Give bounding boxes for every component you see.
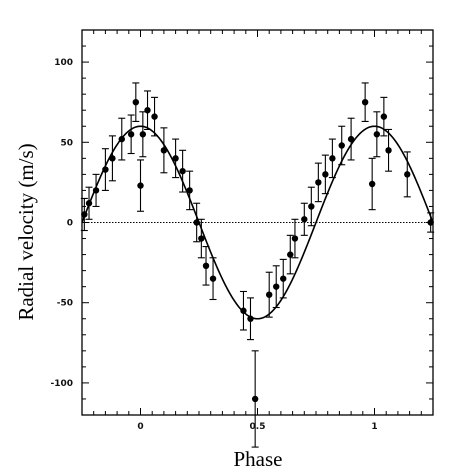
- data-point: [300, 202, 308, 236]
- data-point: [328, 138, 336, 179]
- data-marker: [287, 251, 294, 258]
- data-marker: [92, 187, 100, 194]
- data-point: [272, 265, 280, 309]
- data-marker: [144, 107, 151, 114]
- data-marker: [380, 113, 388, 120]
- y-tick-label: 100: [54, 58, 73, 68]
- y-tick-label: 50: [60, 138, 73, 148]
- data-point: [172, 138, 180, 179]
- data-point: [251, 350, 259, 448]
- data-marker: [109, 155, 116, 162]
- data-marker: [280, 275, 287, 282]
- data-point: [385, 128, 393, 172]
- data-marker: [361, 98, 369, 106]
- data-marker: [186, 187, 193, 194]
- data-marker: [240, 307, 247, 314]
- data-point: [380, 96, 388, 137]
- data-point: [92, 173, 100, 208]
- data-point: [427, 212, 435, 233]
- data-point: [202, 246, 210, 286]
- data-marker: [385, 147, 392, 154]
- data-point: [291, 218, 299, 259]
- data-point: [127, 114, 135, 155]
- data-marker: [151, 113, 158, 120]
- data-point: [209, 257, 217, 301]
- y-tick-label: -100: [50, 379, 73, 389]
- data-marker: [179, 167, 186, 175]
- data-marker: [373, 131, 381, 138]
- y-tick-label: -50: [57, 299, 73, 309]
- data-marker: [404, 171, 411, 178]
- data-point: [108, 135, 116, 182]
- data-marker: [427, 219, 434, 226]
- data-point: [265, 271, 273, 318]
- data-marker: [198, 235, 205, 242]
- data-marker: [193, 219, 200, 226]
- data-point: [338, 125, 346, 166]
- data-point: [151, 96, 159, 137]
- y-tick-labels: 100 50 0 -50 -100: [50, 58, 73, 389]
- data-point: [144, 90, 152, 131]
- data-point: [368, 157, 376, 211]
- data-point: [246, 297, 254, 341]
- fit-curve: [81, 125, 434, 320]
- y-axis-title: Radial velocity (m/s): [14, 143, 38, 320]
- data-marker: [85, 200, 93, 207]
- data-point: [321, 154, 329, 195]
- data-marker: [251, 395, 259, 403]
- data-point: [137, 159, 144, 212]
- x-tick-labels: 0 0.5 1: [137, 422, 377, 432]
- data-marker: [139, 131, 147, 138]
- data-marker: [247, 315, 254, 322]
- data-marker: [202, 262, 210, 270]
- data-marker: [118, 135, 125, 143]
- data-point: [314, 162, 322, 203]
- data-marker: [209, 275, 217, 282]
- data-point: [197, 218, 205, 259]
- data-marker: [329, 155, 336, 162]
- data-marker: [315, 179, 322, 186]
- data-point: [118, 117, 126, 161]
- x-tick-label: 0: [137, 422, 143, 432]
- data-point: [279, 258, 287, 299]
- data-point: [403, 151, 411, 198]
- data-point: [193, 202, 201, 243]
- data-point: [160, 127, 168, 174]
- data-marker: [291, 235, 299, 242]
- data-marker: [308, 203, 315, 210]
- data-point: [179, 149, 187, 193]
- x-axis-title: Phase: [234, 447, 283, 471]
- data-marker: [81, 211, 88, 218]
- data-marker: [160, 147, 168, 154]
- data-point: [139, 111, 147, 158]
- data-marker: [338, 142, 345, 149]
- data-point: [361, 82, 369, 122]
- x-tick-label: 0.5: [250, 422, 266, 432]
- data-point: [101, 148, 109, 191]
- y-tick-label: 0: [67, 219, 73, 229]
- data-marker: [273, 283, 280, 290]
- data-marker: [301, 216, 308, 223]
- data-marker: [127, 131, 135, 138]
- data-marker: [137, 182, 144, 189]
- data-marker: [102, 166, 109, 173]
- data-marker: [132, 98, 140, 106]
- x-tick-label: 1: [371, 422, 377, 432]
- data-marker: [322, 171, 329, 178]
- data-point: [373, 111, 381, 158]
- data-point: [286, 234, 294, 275]
- data-marker: [347, 135, 355, 143]
- data-point: [347, 117, 355, 161]
- data-marker: [266, 291, 273, 298]
- data-marker: [172, 155, 179, 162]
- data-point: [85, 186, 93, 220]
- data-point: [239, 290, 247, 331]
- data-point: [132, 82, 140, 122]
- data-point: [80, 197, 88, 232]
- data-point: [307, 186, 315, 227]
- data-point: [186, 170, 194, 211]
- plot-layer: [80, 29, 435, 448]
- data-marker: [368, 180, 376, 188]
